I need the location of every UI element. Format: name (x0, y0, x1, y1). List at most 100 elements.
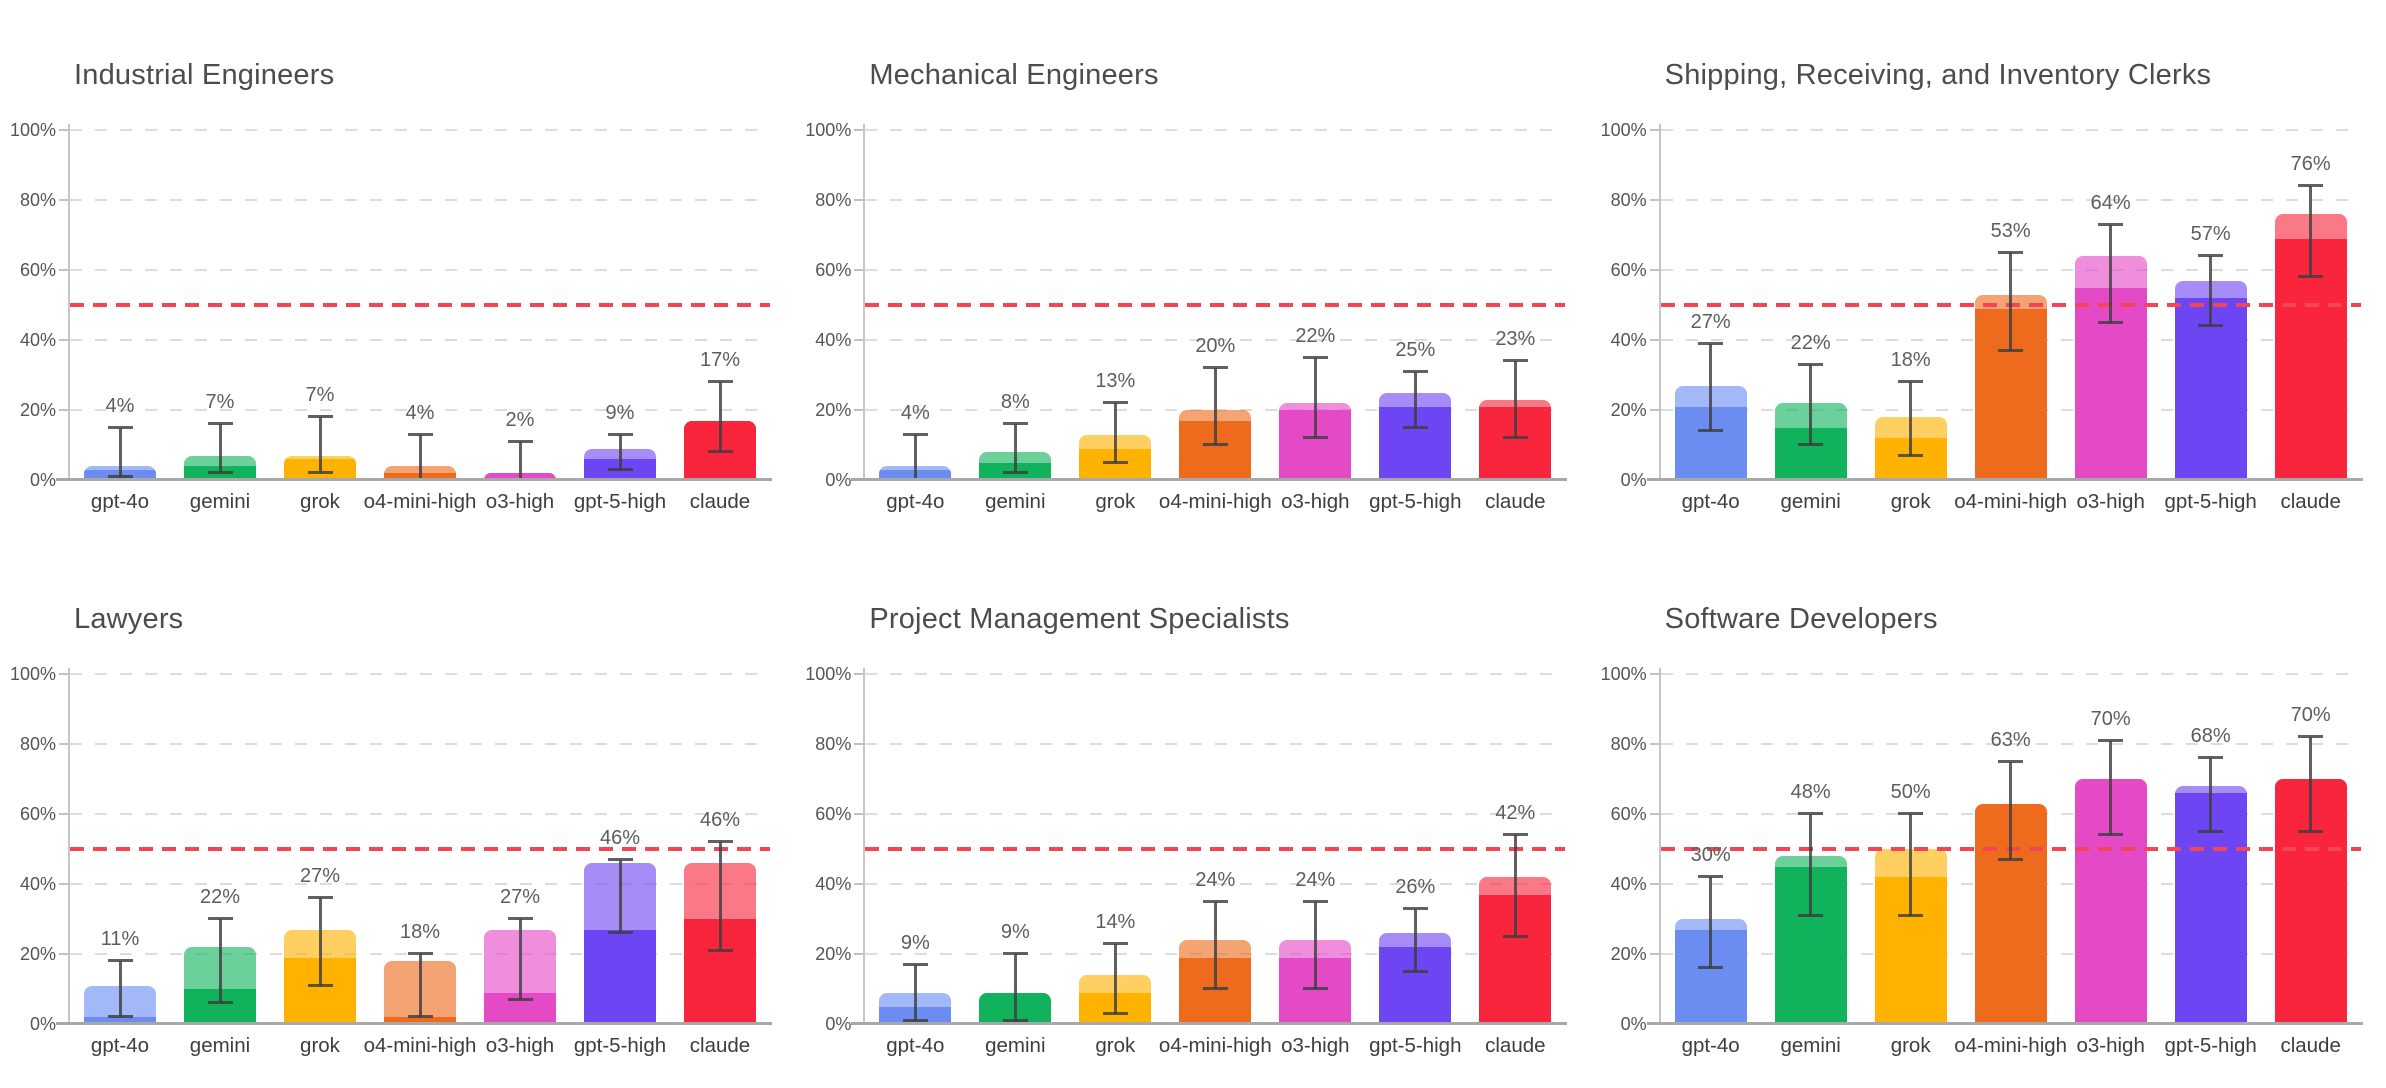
error-bar-cap-top (107, 425, 133, 429)
y-axis-tick (854, 339, 866, 341)
value-label: 30% (1690, 844, 1731, 866)
error-bar-cap-bottom (1202, 987, 1228, 990)
y-axis-tick (1649, 199, 1661, 201)
error-bar (2109, 224, 2113, 323)
y-axis-tick (1649, 269, 1661, 271)
error-bar (418, 434, 422, 480)
y-axis-label: 100% (805, 120, 852, 140)
error-bar-cap-top (507, 917, 533, 920)
value-label: 4% (405, 401, 435, 424)
y-axis-label: 20% (19, 400, 56, 420)
value-label: 24% (1295, 868, 1336, 891)
x-tick-label-gemini: gemini (985, 490, 1046, 513)
value-label: 9% (900, 931, 930, 954)
error-bar-cap-top (1898, 380, 1924, 383)
y-axis-label: 100% (1600, 664, 1647, 684)
x-tick-label-o4-mini-high: o4-mini-high (1158, 1034, 1272, 1057)
error-bar (1113, 943, 1117, 1014)
error-bar (2109, 740, 2113, 835)
error-bar-cap-bottom (1402, 425, 1428, 429)
error-bar-cap-bottom (1898, 453, 1924, 457)
error-bar (1709, 343, 1713, 431)
x-axis-line (1646, 1022, 2363, 1025)
error-bar (1809, 814, 1813, 916)
bar-grok (1079, 434, 1152, 480)
error-bar-cap-bottom (1502, 436, 1528, 439)
gridline-100 (1660, 129, 2361, 131)
x-tick-label-gpt-4o: gpt-4o (90, 490, 150, 513)
y-axis-tick (59, 339, 70, 341)
error-bar-cap-top (2198, 756, 2224, 759)
x-tick-label-o3-high: o3-high (485, 490, 555, 513)
error-bar (1113, 403, 1117, 463)
error-bar (1413, 908, 1417, 972)
error-bar-cap-bottom (1102, 1011, 1128, 1015)
error-bar-cap-bottom (307, 983, 333, 987)
x-tick-label-grok: grok (300, 1034, 340, 1057)
y-axis-label: 40% (1610, 330, 1647, 350)
error-bar-cap-top (2098, 222, 2124, 226)
gridline-40 (70, 339, 770, 341)
y-axis-label: 100% (805, 664, 852, 684)
x-axis-line (1646, 478, 2363, 481)
error-bar (1809, 364, 1813, 445)
error-bar (1513, 835, 1517, 937)
x-axis-line (56, 478, 772, 481)
chart-cell: Shipping, Receiving, and Inventory Clerk… (1591, 0, 2386, 544)
y-axis-label: 60% (815, 260, 852, 280)
error-bar-cap-bottom (707, 450, 733, 453)
bar-gpt-5-high (1379, 392, 1452, 480)
error-bar-cap-top (707, 840, 733, 843)
y-axis-tick (59, 813, 70, 815)
y-axis-label: 60% (1610, 804, 1647, 824)
error-bar-cap-top (207, 917, 233, 920)
y-axis-tick (59, 409, 70, 411)
error-bar-cap-bottom (207, 1001, 233, 1004)
error-bar-cap-top (1502, 833, 1528, 836)
value-label: 23% (1495, 328, 1536, 350)
y-axis-tick (1649, 409, 1661, 411)
value-label: 57% (2190, 223, 2231, 245)
error-bar-cap-bottom (1202, 443, 1228, 446)
x-tick-label-gpt-4o: gpt-4o (1681, 490, 1740, 513)
gridline-80 (70, 743, 770, 745)
y-axis-line (68, 124, 70, 480)
error-bar-cap-bottom (207, 471, 233, 474)
x-tick-label-gemini: gemini (985, 1034, 1046, 1057)
x-tick-label-grok: grok (1890, 490, 1931, 513)
value-label: 17% (699, 349, 741, 371)
error-bar-cap-top (2098, 738, 2124, 742)
error-bar-cap-bottom (1302, 436, 1328, 439)
y-axis-label: 80% (1610, 734, 1647, 754)
value-label: 63% (1990, 728, 2031, 751)
plot-area: 0% 20% 40% 60% 80% 100% 11% gpt-4o 22% gemini 27% g… (10, 664, 772, 1057)
chart-title: Shipping, Receiving, and Inventory Clerk… (1664, 59, 2212, 91)
gridline-60 (70, 813, 770, 815)
value-label: 26% (1395, 875, 1436, 898)
error-bar-cap-bottom (1798, 443, 1824, 446)
error-bar (418, 954, 422, 1017)
y-axis-label: 40% (815, 874, 852, 894)
y-axis-tick (1649, 339, 1661, 341)
plot-area: 0% 20% 40% 60% 80% 100% 30% gpt-4o 48% gemini 50% g… (1601, 664, 2363, 1057)
x-tick-label-grok: grok (1890, 1034, 1931, 1057)
chart-cell: Software Developers 0% 20% 40% 60% 80% 100% 30%… (1591, 544, 2386, 1088)
y-axis-label: 40% (1610, 874, 1647, 894)
y-axis-tick (59, 743, 70, 745)
y-axis-label: 0% (1620, 1014, 1647, 1034)
gridline-100 (70, 129, 770, 131)
y-axis-label: 20% (815, 944, 852, 964)
y-axis-tick (854, 673, 866, 675)
error-bar-cap-bottom (107, 474, 133, 478)
value-label: 2% (505, 408, 535, 431)
error-bar-cap-top (1798, 362, 1824, 366)
y-axis-label: 60% (815, 804, 852, 824)
y-axis-label: 20% (1610, 944, 1647, 964)
error-bar-cap-bottom (902, 1018, 928, 1022)
error-bar-cap-top (1798, 812, 1824, 815)
error-bar (218, 424, 222, 473)
value-label: 8% (1000, 391, 1030, 413)
y-axis-label: 0% (825, 1014, 852, 1034)
error-bar-cap-top (1698, 875, 1724, 878)
error-bar (218, 919, 222, 1003)
